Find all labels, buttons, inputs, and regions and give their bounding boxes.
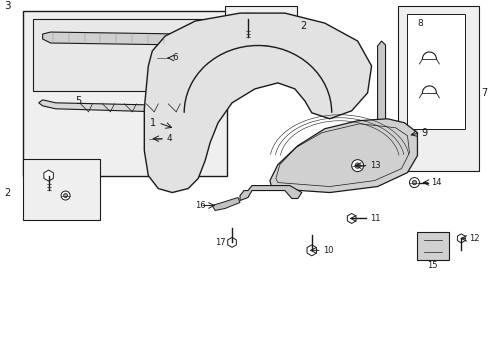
Bar xyxy=(224,6,296,71)
Circle shape xyxy=(411,180,416,185)
Circle shape xyxy=(256,40,266,50)
Polygon shape xyxy=(346,213,355,224)
Polygon shape xyxy=(377,41,385,151)
Circle shape xyxy=(259,43,264,47)
Text: 11: 11 xyxy=(369,214,379,223)
Polygon shape xyxy=(417,233,448,260)
Polygon shape xyxy=(269,119,417,193)
Polygon shape xyxy=(42,32,195,45)
Text: 7: 7 xyxy=(480,88,487,98)
Polygon shape xyxy=(306,245,316,256)
Polygon shape xyxy=(243,13,253,25)
Circle shape xyxy=(351,159,363,172)
Circle shape xyxy=(152,136,158,141)
Bar xyxy=(407,14,465,129)
Bar xyxy=(22,11,226,176)
Text: 2: 2 xyxy=(299,21,305,31)
Bar xyxy=(33,19,217,91)
Polygon shape xyxy=(456,234,464,243)
Polygon shape xyxy=(39,100,210,116)
Circle shape xyxy=(149,133,161,145)
Polygon shape xyxy=(240,185,301,201)
Circle shape xyxy=(63,194,67,198)
Text: 5: 5 xyxy=(75,96,81,106)
Text: 3: 3 xyxy=(4,1,10,11)
Circle shape xyxy=(61,191,70,200)
Text: 6: 6 xyxy=(172,54,178,63)
Polygon shape xyxy=(227,237,236,247)
Text: 14: 14 xyxy=(430,178,441,187)
Text: 12: 12 xyxy=(468,234,479,243)
Text: 4: 4 xyxy=(166,134,171,143)
Circle shape xyxy=(160,56,164,60)
Polygon shape xyxy=(144,13,371,193)
Polygon shape xyxy=(44,170,53,181)
Text: 13: 13 xyxy=(369,161,380,170)
Text: 16: 16 xyxy=(195,201,205,210)
Text: 2: 2 xyxy=(4,188,10,198)
Bar xyxy=(397,6,478,171)
Text: 17: 17 xyxy=(215,238,225,247)
Text: 9: 9 xyxy=(421,128,427,138)
Polygon shape xyxy=(212,198,240,211)
Circle shape xyxy=(408,177,419,188)
Circle shape xyxy=(157,53,167,63)
Bar xyxy=(22,159,100,220)
Text: 10: 10 xyxy=(322,246,332,255)
Text: 1: 1 xyxy=(150,118,156,128)
Text: 8: 8 xyxy=(417,19,422,28)
Circle shape xyxy=(354,163,360,168)
Text: 15: 15 xyxy=(427,261,437,270)
